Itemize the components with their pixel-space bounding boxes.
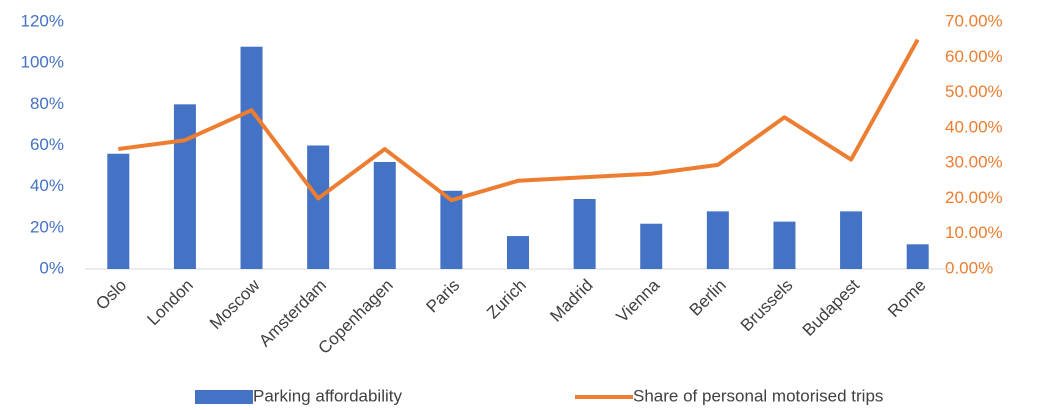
- legend-label: Share of personal motorised trips: [633, 386, 883, 405]
- y-tick-label: 20%: [30, 217, 64, 236]
- y2-tick-label: 40.00%: [945, 117, 1003, 136]
- x-tick-label: Madrid: [546, 276, 596, 326]
- bar: [773, 221, 796, 269]
- y2-tick-label: 60.00%: [945, 47, 1003, 66]
- y2-tick-label: 0.00%: [945, 258, 993, 277]
- bar: [173, 104, 196, 269]
- x-tick-label: Budapest: [799, 275, 863, 339]
- y-tick-label: 0%: [39, 258, 64, 277]
- x-tick-label: Vienna: [613, 275, 664, 326]
- bar: [307, 145, 330, 269]
- x-tick-label: Berlin: [686, 276, 730, 320]
- y2-tick-label: 50.00%: [945, 82, 1003, 101]
- bar: [507, 236, 529, 269]
- x-tick-label: Zurich: [483, 276, 530, 323]
- bar: [373, 161, 396, 269]
- x-tick-label: Moscow: [206, 275, 264, 333]
- bar: [906, 244, 929, 269]
- line: [118, 38, 920, 203]
- bar: [573, 199, 596, 269]
- x-tick-label: Paris: [423, 276, 464, 317]
- y-tick-label: 80%: [30, 94, 64, 113]
- y2-tick-label: 20.00%: [945, 188, 1003, 207]
- bar: [840, 211, 863, 269]
- x-tick-label: Oslo: [92, 276, 130, 314]
- bar: [240, 46, 263, 270]
- y2-tick-label: 10.00%: [945, 223, 1003, 242]
- y-tick-label: 120%: [21, 11, 64, 30]
- y-tick-label: 100%: [21, 53, 64, 72]
- y-tick-label: 40%: [30, 176, 64, 195]
- bar: [640, 223, 663, 269]
- bar: [706, 211, 729, 269]
- x-tick-label: Rome: [884, 276, 930, 322]
- y2-tick-label: 70.00%: [945, 11, 1003, 30]
- bar: [440, 190, 463, 269]
- y-tick-label: 60%: [30, 135, 64, 154]
- legend-swatch: [195, 390, 253, 404]
- legend-label: Parking affordability: [253, 386, 402, 405]
- x-tick-label: Brussels: [737, 276, 797, 336]
- y2-tick-label: 30.00%: [945, 153, 1003, 172]
- x-tick-label: London: [143, 276, 197, 330]
- bar: [107, 153, 130, 269]
